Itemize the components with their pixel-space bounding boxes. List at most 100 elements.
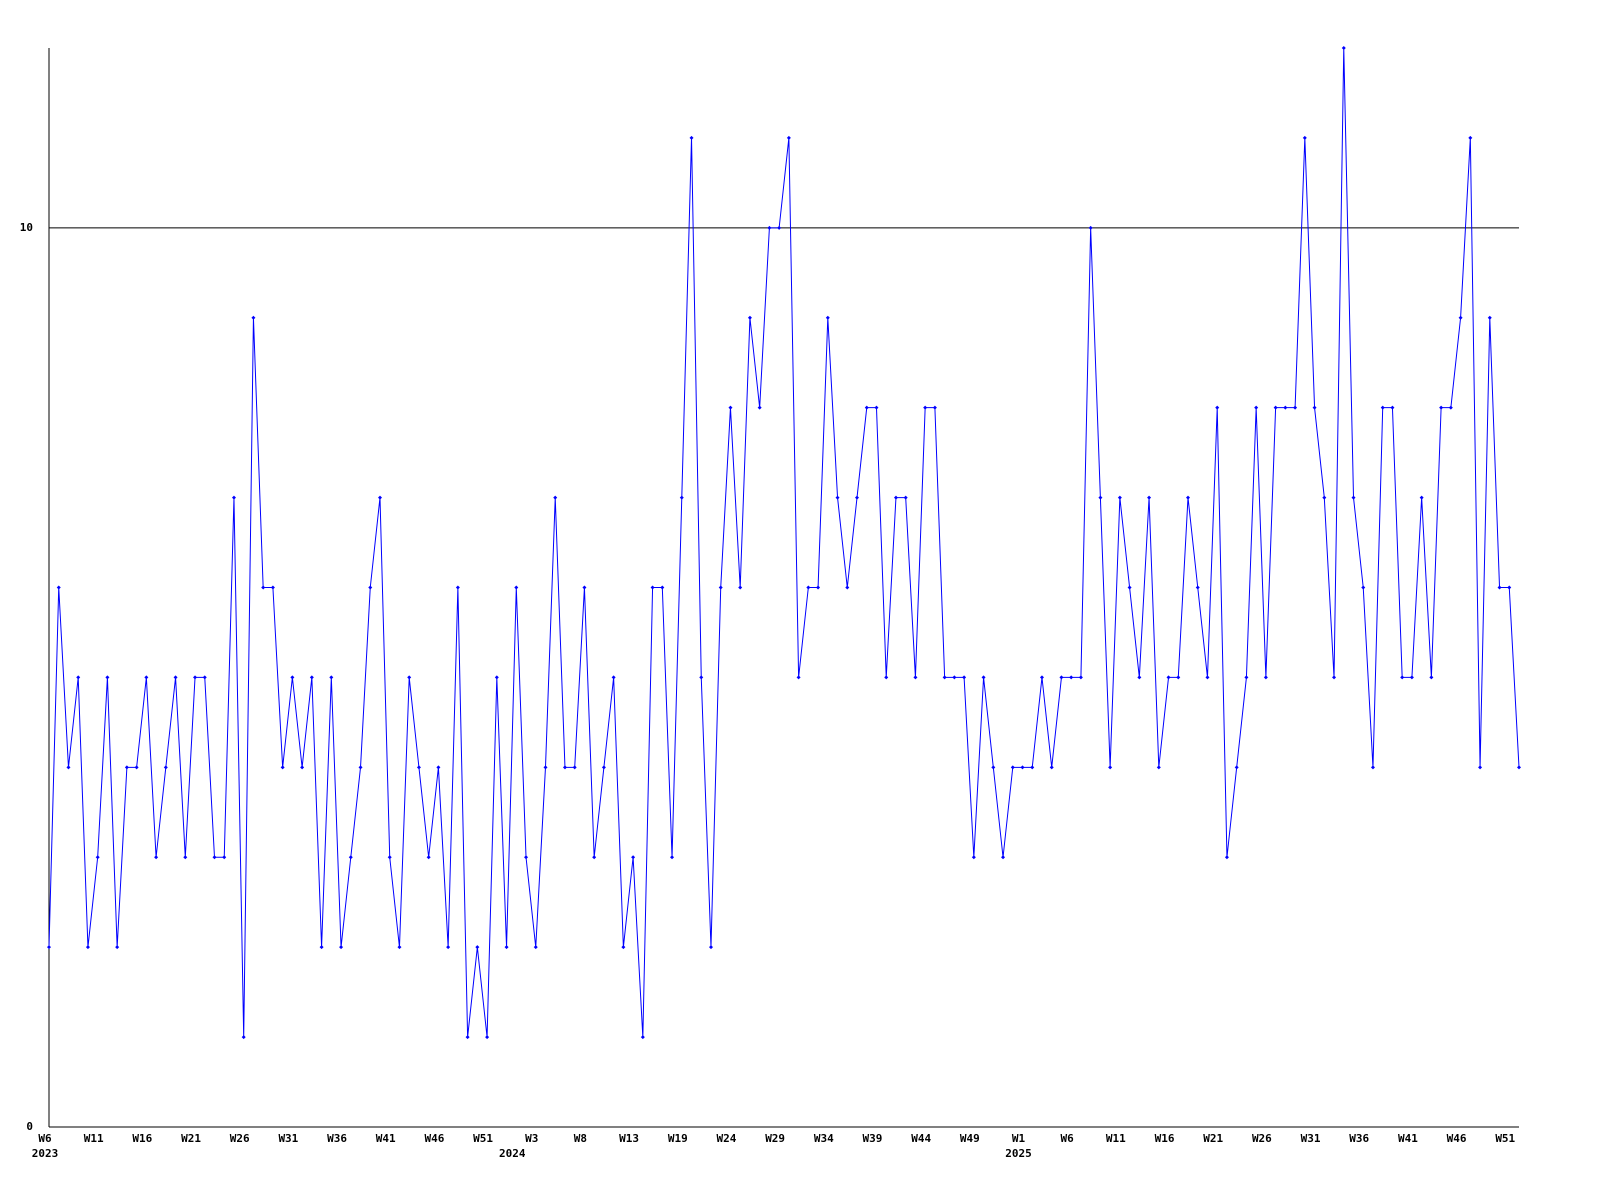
point-marker (222, 855, 227, 860)
x-tick-label: W49 (960, 1132, 980, 1145)
point-marker (1166, 675, 1171, 680)
x-tick-label: W16 (1155, 1132, 1175, 1145)
point-marker (1322, 495, 1327, 500)
point-marker (1370, 765, 1375, 770)
point-marker (1312, 405, 1317, 410)
point-marker (640, 1035, 645, 1040)
point-marker (1517, 765, 1521, 770)
point-marker (397, 945, 402, 950)
point-marker (855, 495, 860, 500)
point-marker (154, 855, 159, 860)
point-marker (1254, 405, 1259, 410)
point-marker (757, 405, 762, 410)
point-marker (1215, 405, 1220, 410)
point-marker (1400, 675, 1405, 680)
point-marker (825, 315, 830, 320)
point-marker (1429, 675, 1434, 680)
x-tick-label: W6 (1061, 1132, 1075, 1145)
point-marker (1361, 585, 1366, 590)
point-marker (85, 945, 90, 950)
point-marker (339, 945, 344, 950)
point-marker (124, 765, 129, 770)
point-marker (183, 855, 188, 860)
point-marker (738, 585, 743, 590)
point-marker (47, 945, 51, 950)
point-marker (845, 585, 850, 590)
x-tick-label: W21 (1203, 1132, 1223, 1145)
point-marker (1156, 765, 1161, 770)
point-marker (932, 405, 937, 410)
x-tick-label: W36 (327, 1132, 347, 1145)
point-marker (679, 495, 684, 500)
point-marker (1341, 46, 1346, 50)
point-marker (377, 495, 382, 500)
point-marker (446, 945, 451, 950)
point-marker (524, 855, 529, 860)
point-marker (1098, 495, 1103, 500)
point-marker (1030, 765, 1035, 770)
point-marker (1507, 585, 1512, 590)
point-marker (280, 765, 285, 770)
point-marker (718, 585, 723, 590)
point-marker (952, 675, 957, 680)
point-marker (329, 675, 334, 680)
x-tick-label: W51 (1495, 1132, 1515, 1145)
x-tick-label: W16 (132, 1132, 152, 1145)
series-line (48, 47, 1520, 1038)
point-marker (1293, 405, 1298, 410)
point-marker (455, 585, 460, 590)
point-marker (1478, 765, 1483, 770)
point-marker (251, 315, 256, 320)
point-marker (426, 855, 431, 860)
point-marker (1302, 135, 1307, 140)
point-marker (1088, 225, 1093, 230)
x-tick-label: W13 (619, 1132, 639, 1145)
x-tick-label: W11 (1106, 1132, 1126, 1145)
point-marker (56, 585, 61, 590)
point-marker (543, 765, 548, 770)
point-marker (1195, 585, 1200, 590)
point-marker (942, 675, 947, 680)
point-marker (923, 405, 928, 410)
point-marker (903, 495, 908, 500)
point-marker (1147, 495, 1152, 500)
point-marker (1069, 675, 1074, 680)
point-marker (270, 585, 275, 590)
point-marker (572, 765, 577, 770)
x-tick-label: W39 (863, 1132, 883, 1145)
point-marker (835, 495, 840, 500)
point-marker (1137, 675, 1142, 680)
point-marker (504, 945, 509, 950)
x-year-label: 2024 (499, 1147, 526, 1160)
x-tick-label: W41 (1398, 1132, 1418, 1145)
x-tick-label: W1 (1012, 1132, 1026, 1145)
point-marker (884, 675, 889, 680)
point-marker (1351, 495, 1356, 500)
point-marker (309, 675, 314, 680)
x-year-label: 2023 (32, 1147, 59, 1160)
point-marker (1117, 495, 1122, 500)
point-marker (1468, 135, 1473, 140)
point-marker (1390, 405, 1395, 410)
point-marker (767, 225, 772, 230)
point-marker (1078, 675, 1083, 680)
point-marker (601, 765, 606, 770)
point-marker (699, 675, 704, 680)
point-marker (105, 675, 110, 680)
point-marker (202, 675, 207, 680)
point-marker (660, 585, 665, 590)
point-marker (1487, 315, 1492, 320)
point-marker (786, 135, 791, 140)
point-marker (1263, 675, 1268, 680)
point-marker (1127, 585, 1132, 590)
point-marker (416, 765, 421, 770)
point-marker (728, 405, 733, 410)
point-marker (1332, 675, 1337, 680)
point-marker (465, 1035, 470, 1040)
point-marker (212, 855, 217, 860)
point-marker (485, 1035, 490, 1040)
point-marker (1273, 405, 1278, 410)
x-tick-label: W19 (668, 1132, 688, 1145)
x-tick-label: W8 (574, 1132, 587, 1145)
